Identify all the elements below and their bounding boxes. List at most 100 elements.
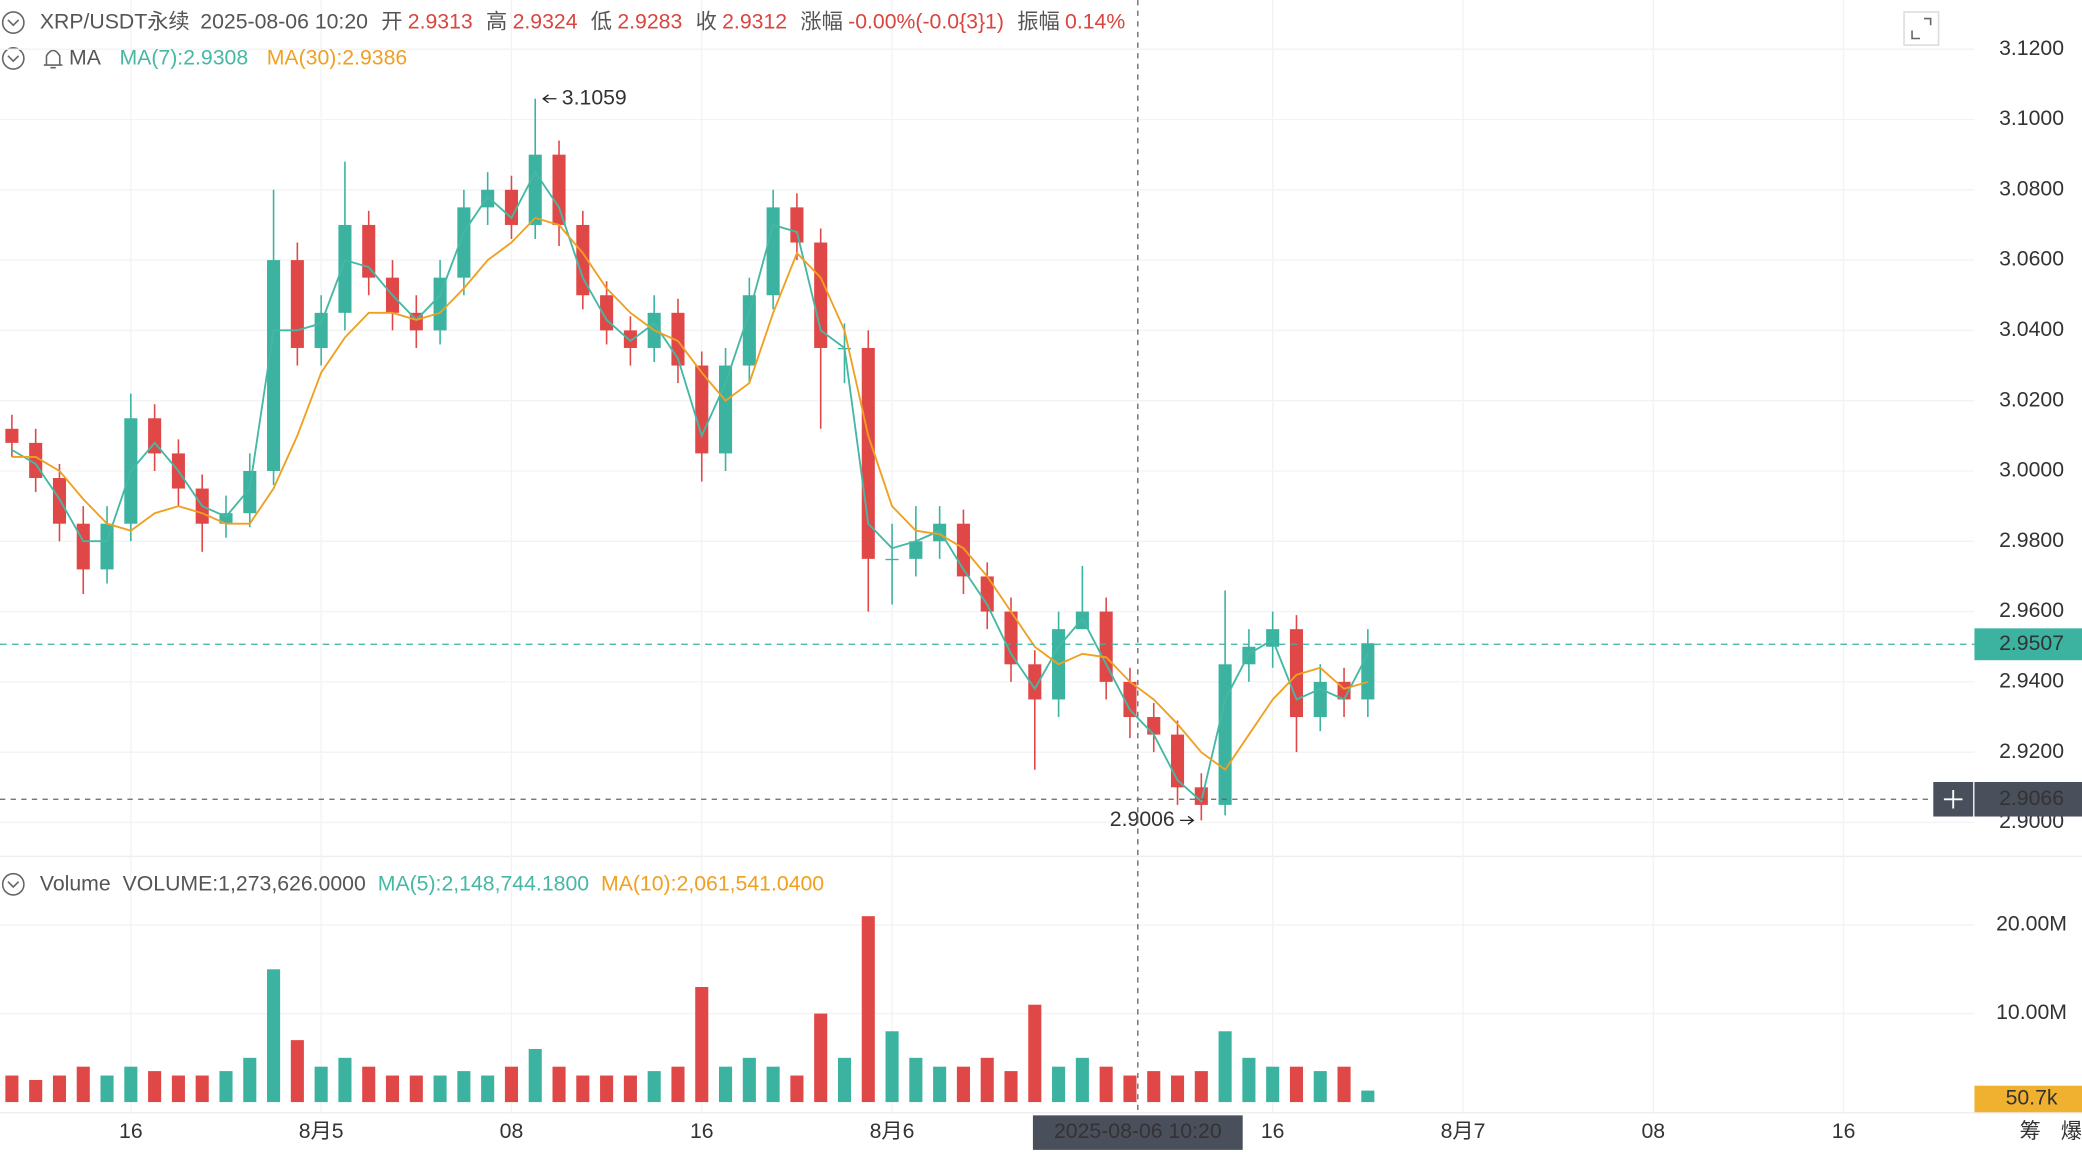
volume-bar <box>695 987 709 1103</box>
candle-body <box>1028 664 1042 700</box>
volume-bar <box>885 1031 899 1103</box>
volume-bar <box>576 1075 590 1103</box>
chevron <box>7 19 20 27</box>
collapse-icon[interactable] <box>1 47 25 70</box>
candle-body <box>267 260 281 471</box>
candle-body <box>457 207 471 278</box>
field-value: 0.14% <box>1065 9 1125 33</box>
x-tick-label: 8月5 <box>299 1119 344 1143</box>
min-price-label: 2.9006 <box>1110 807 1175 831</box>
candle-body <box>243 470 257 514</box>
chevron <box>7 881 20 889</box>
legend-item: MA <box>69 45 102 69</box>
volume-bar <box>1242 1057 1256 1103</box>
field-value: 2.9283 <box>617 9 682 33</box>
y-tick-label: 3.1200 <box>1999 36 2064 60</box>
last-price-box <box>1974 628 2082 661</box>
x-tick-label: 16 <box>1832 1119 1856 1143</box>
candle-body <box>1289 629 1304 718</box>
symbol: XRP/USDT永续 <box>40 9 190 33</box>
volume-bar <box>481 1075 495 1103</box>
volume-bar <box>1075 1057 1089 1103</box>
volume-bar <box>1266 1066 1280 1103</box>
volume-bar <box>933 1066 947 1103</box>
crosshair-y-label: 2.9066 <box>1999 786 2064 810</box>
field-value: 2.9324 <box>513 9 578 33</box>
candle-body <box>766 207 780 296</box>
collapse-icon[interactable] <box>1 872 25 896</box>
volume-bar <box>1289 1066 1304 1103</box>
volume-bar <box>243 1057 257 1103</box>
candle-body <box>5 428 19 443</box>
y-tick-label: 3.0000 <box>1999 458 2064 482</box>
volume-bar <box>433 1075 447 1103</box>
volume-bar <box>52 1075 67 1103</box>
field-label: 涨幅 <box>800 9 842 33</box>
ohlc-info: XRP/USDT永续 2025-08-06 10:20 开 2.9313 高 2.9324… <box>40 9 1126 33</box>
candle-body <box>528 154 542 225</box>
volume-bar <box>742 1057 756 1103</box>
volume-bar <box>766 1066 780 1103</box>
volume-bar <box>814 1013 828 1103</box>
corner-label[interactable]: 爆 <box>2061 1119 2082 1143</box>
icons <box>1 11 1940 896</box>
volume-bar <box>267 969 281 1103</box>
candle-body <box>148 418 162 454</box>
candle-body <box>814 242 828 348</box>
candle-body <box>1004 611 1018 665</box>
y-tick-label: 3.0200 <box>1999 387 2064 411</box>
y-tick-label: 2.9600 <box>1999 598 2064 622</box>
field-value: -0.00%(-0.0{3}1) <box>848 9 1004 33</box>
ma-legend: MA MA(7):2.9308 MA(30):2.9386 <box>69 45 407 69</box>
ma-line <box>11 216 1369 772</box>
volume-bar <box>385 1075 400 1103</box>
x-tick-label: 8月6 <box>870 1119 915 1143</box>
candle-body <box>742 295 756 366</box>
fullscreen-icon <box>1911 17 1932 40</box>
volume-bar <box>1147 1071 1161 1103</box>
y-tick-label: 3.0400 <box>1999 317 2064 341</box>
x-tick-label: 16 <box>119 1119 143 1143</box>
y-tick-label: 10.00M <box>1996 1000 2067 1024</box>
field-label: 低 <box>591 9 612 33</box>
x-tick-label: 08 <box>1641 1119 1665 1143</box>
candle-body <box>219 513 233 524</box>
fullscreen-button[interactable] <box>1903 11 1940 46</box>
y-tick-label: 3.0800 <box>1999 176 2064 200</box>
corner-label[interactable]: 筹 <box>2020 1119 2041 1143</box>
candle-body <box>980 576 994 612</box>
candle-body <box>76 523 90 570</box>
field-value: 2.9313 <box>408 9 473 33</box>
volume-bar <box>1028 1004 1042 1103</box>
bell-icon[interactable] <box>43 49 63 69</box>
legend-item: MA(30):2.9386 <box>267 45 407 69</box>
volume-bar <box>195 1075 209 1103</box>
collapse-icon[interactable] <box>1 11 25 34</box>
candle-body <box>1218 664 1232 805</box>
x-tick-label: 16 <box>690 1119 714 1143</box>
x-tick-label: 08 <box>500 1119 524 1143</box>
field-value: 2.9312 <box>722 9 787 33</box>
annotation-arrow <box>542 94 557 104</box>
candle-body <box>1147 717 1161 735</box>
x-tick-label: 8月7 <box>1441 1119 1486 1143</box>
volume-legend: Volume VOLUME:1,273,626.0000 MA(5):2,148,7… <box>40 871 824 895</box>
volume-bar <box>29 1079 43 1103</box>
y-tick-label: 3.0600 <box>1999 247 2064 271</box>
crosshair-y-box <box>1974 782 2082 817</box>
volume-bar <box>1194 1071 1208 1103</box>
volume-bar <box>719 1066 733 1103</box>
volume-bar <box>1052 1066 1066 1103</box>
candle-body <box>1123 681 1137 718</box>
volume-bar <box>504 1066 518 1103</box>
volume-bar <box>623 1075 637 1103</box>
time: 2025-08-06 10:20 <box>200 9 368 33</box>
candle-body <box>338 224 352 313</box>
volume-bar <box>600 1075 614 1103</box>
candle-body <box>1361 643 1375 700</box>
volume-bar <box>290 1040 304 1103</box>
volume-bar <box>980 1057 994 1103</box>
plus-icon <box>1943 789 1963 809</box>
last-price-label: 2.9507 <box>1999 631 2064 655</box>
